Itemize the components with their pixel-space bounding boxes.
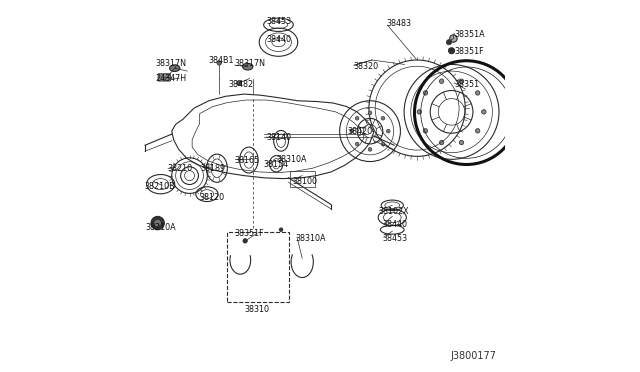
Text: 38310A: 38310A (276, 155, 307, 164)
Circle shape (476, 129, 480, 133)
Text: 38310A: 38310A (296, 234, 326, 243)
Text: 38317N: 38317N (234, 59, 265, 68)
Bar (290, 171, 315, 187)
Circle shape (151, 217, 164, 230)
Circle shape (217, 61, 221, 65)
FancyBboxPatch shape (158, 74, 171, 81)
Text: 38440: 38440 (382, 221, 407, 230)
Text: J3800177: J3800177 (450, 351, 496, 361)
Circle shape (368, 148, 372, 151)
Text: 38100: 38100 (292, 177, 317, 186)
Text: 38210: 38210 (167, 164, 193, 173)
Text: 38320: 38320 (353, 62, 378, 71)
Circle shape (368, 111, 372, 115)
Circle shape (476, 91, 480, 95)
Circle shape (450, 35, 457, 42)
Text: 38351F: 38351F (234, 229, 264, 238)
Text: 38453: 38453 (382, 234, 408, 243)
Ellipse shape (243, 63, 253, 70)
Text: 38351F: 38351F (454, 47, 484, 56)
Text: 384B1: 384B1 (209, 56, 234, 65)
Circle shape (460, 140, 464, 145)
Circle shape (423, 91, 428, 95)
Text: 38351A: 38351A (454, 30, 484, 39)
Circle shape (381, 116, 385, 120)
Text: 38210B: 38210B (144, 182, 175, 190)
Circle shape (237, 81, 241, 85)
Text: 38102X: 38102X (378, 208, 409, 217)
Circle shape (355, 116, 359, 120)
Bar (227, 232, 289, 302)
Circle shape (279, 228, 283, 232)
Circle shape (355, 142, 359, 146)
Text: 38310: 38310 (244, 305, 269, 314)
Circle shape (423, 129, 428, 133)
Circle shape (243, 238, 248, 243)
Text: 38351: 38351 (454, 80, 479, 89)
Text: 38483: 38483 (387, 19, 412, 28)
Circle shape (449, 48, 454, 54)
Text: 38482: 38482 (228, 80, 253, 89)
Circle shape (440, 79, 444, 83)
Circle shape (446, 39, 452, 45)
Text: 38317N: 38317N (155, 59, 186, 68)
Text: 38120: 38120 (200, 193, 225, 202)
Text: 38140: 38140 (266, 133, 291, 142)
Circle shape (154, 219, 161, 227)
Circle shape (381, 142, 385, 146)
Text: 38453: 38453 (266, 17, 291, 26)
Text: 38165: 38165 (234, 156, 259, 165)
Text: 38210A: 38210A (145, 223, 176, 232)
Text: 24347H: 24347H (155, 74, 186, 83)
Text: 38154: 38154 (264, 160, 289, 169)
Circle shape (350, 129, 354, 133)
Text: 38440: 38440 (266, 35, 291, 44)
Circle shape (387, 129, 390, 133)
Text: 38189: 38189 (201, 164, 226, 173)
Circle shape (417, 110, 422, 114)
Ellipse shape (170, 65, 180, 71)
Circle shape (482, 110, 486, 114)
Circle shape (460, 79, 464, 83)
Text: 38420: 38420 (348, 126, 373, 136)
Circle shape (440, 140, 444, 145)
